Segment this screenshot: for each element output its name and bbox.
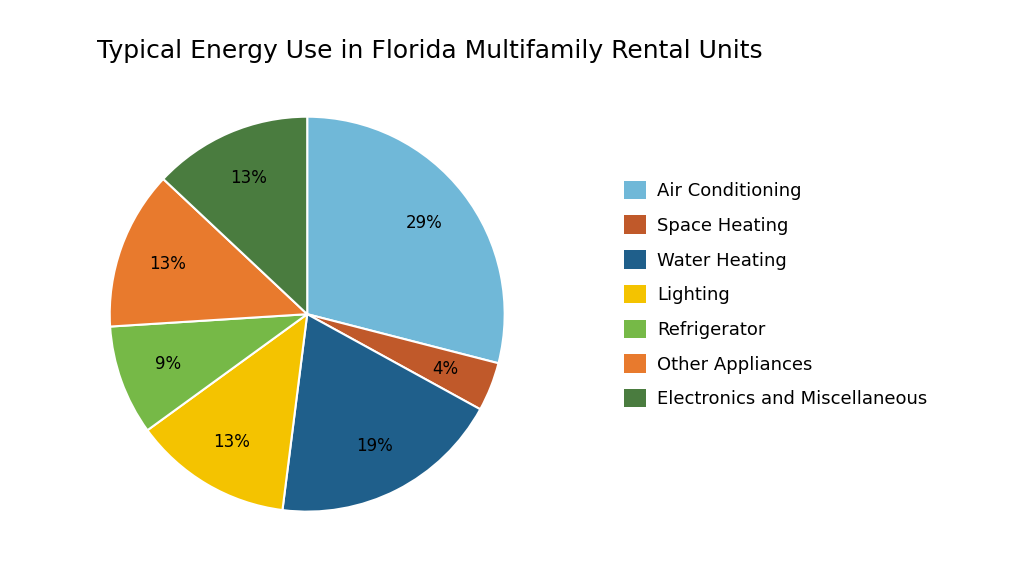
Wedge shape: [283, 314, 480, 512]
Wedge shape: [307, 117, 505, 364]
Wedge shape: [163, 117, 307, 314]
Legend: Air Conditioning, Space Heating, Water Heating, Lighting, Refrigerator, Other Ap: Air Conditioning, Space Heating, Water H…: [625, 181, 927, 408]
Text: 4%: 4%: [432, 360, 458, 378]
Wedge shape: [110, 179, 307, 327]
Text: 13%: 13%: [213, 433, 250, 450]
Wedge shape: [147, 314, 307, 510]
Text: 29%: 29%: [406, 214, 442, 232]
Wedge shape: [111, 314, 307, 430]
Wedge shape: [307, 314, 499, 410]
Text: Typical Energy Use in Florida Multifamily Rental Units: Typical Energy Use in Florida Multifamil…: [97, 39, 763, 63]
Text: 13%: 13%: [230, 169, 267, 187]
Text: 9%: 9%: [155, 355, 181, 373]
Text: 13%: 13%: [150, 255, 186, 273]
Text: 19%: 19%: [356, 437, 393, 455]
